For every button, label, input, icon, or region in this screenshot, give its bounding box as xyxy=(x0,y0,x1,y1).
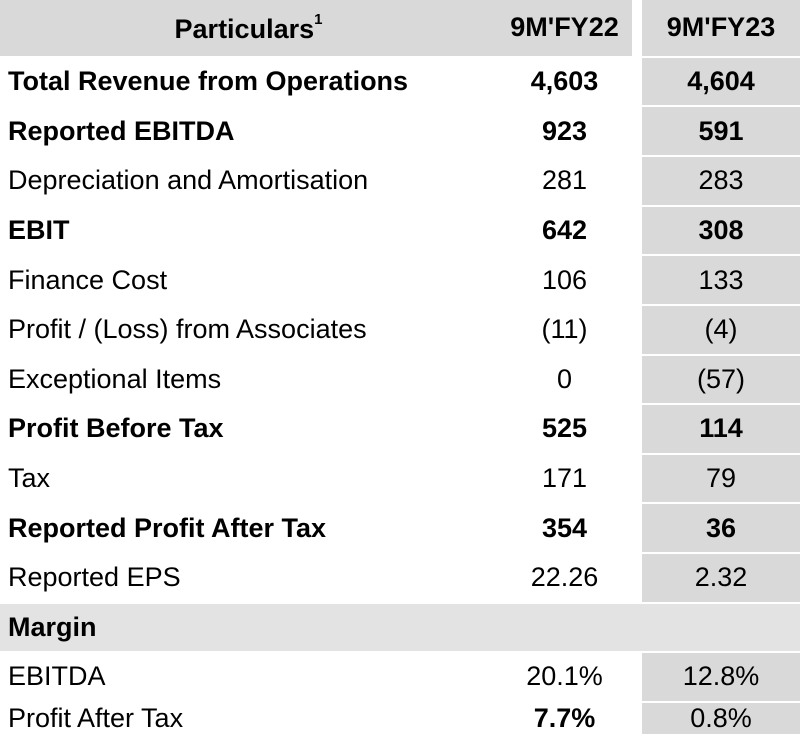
cell-9mfy22: 354 xyxy=(497,504,632,554)
cell-9mfy22: 281 xyxy=(497,157,632,207)
row-label: Tax xyxy=(0,455,497,505)
cell-9mfy22: 0 xyxy=(497,356,632,406)
cell-9mfy23: 36 xyxy=(632,504,800,554)
table-row: Tax 171 79 xyxy=(0,454,800,505)
cell-9mfy22: 923 xyxy=(497,107,632,158)
cell-9mfy23: 114 xyxy=(632,405,800,455)
row-label: Reported Profit After Tax xyxy=(0,504,497,554)
row-label: EBIT xyxy=(0,207,497,257)
cell-9mfy23: 133 xyxy=(632,256,800,306)
table-row: Profit After Tax 7.7% 0.8% xyxy=(0,702,800,736)
table-row: Depreciation and Amortisation 281 283 xyxy=(0,157,800,207)
table-row: EBITDA 20.1% 12.8% xyxy=(0,653,800,703)
table-row: Total Revenue from Operations 4,603 4,60… xyxy=(0,57,800,108)
header-9mfy23: 9M'FY23 xyxy=(632,0,800,58)
table-row: Reported EBITDA 923 591 xyxy=(0,107,800,158)
table-row: Profit / (Loss) from Associates (11) (4) xyxy=(0,305,800,356)
cell-9mfy22: 20.1% xyxy=(497,653,632,703)
table-row: Reported Profit After Tax 354 36 xyxy=(0,504,800,554)
margin-section-row: Margin xyxy=(0,603,800,654)
row-label: Profit Before Tax xyxy=(0,405,497,455)
row-label: Profit / (Loss) from Associates xyxy=(0,306,497,356)
row-label: Exceptional Items xyxy=(0,356,497,406)
cell-9mfy23: (4) xyxy=(632,305,800,356)
cell-9mfy23: (57) xyxy=(632,355,800,406)
row-label: EBITDA xyxy=(0,653,497,703)
header-particulars-superscript: 1 xyxy=(314,11,323,29)
cell-9mfy23: 591 xyxy=(632,107,800,158)
cell-9mfy22: 22.26 xyxy=(497,554,632,604)
header-particulars: Particulars1 xyxy=(0,0,497,58)
cell-9mfy22: 4,603 xyxy=(497,58,632,108)
row-label: Reported EPS xyxy=(0,554,497,604)
cell-9mfy23: 4,604 xyxy=(632,57,800,108)
header-9mfy22: 9M'FY22 xyxy=(497,0,632,58)
cell-9mfy22: 7.7% xyxy=(497,703,632,736)
row-label: Finance Cost xyxy=(0,256,497,306)
cell-9mfy23: 79 xyxy=(632,454,800,505)
row-label: Depreciation and Amortisation xyxy=(0,157,497,207)
row-label: Total Revenue from Operations xyxy=(0,58,497,108)
table-row: Profit Before Tax 525 114 xyxy=(0,405,800,455)
cell-9mfy23: 0.8% xyxy=(632,702,800,736)
table-row: EBIT 642 308 xyxy=(0,206,800,257)
cell-9mfy22: (11) xyxy=(497,306,632,356)
cell-9mfy23: 12.8% xyxy=(632,653,800,703)
cell-9mfy22: 106 xyxy=(497,256,632,306)
cell-9mfy23: 2.32 xyxy=(632,553,800,604)
cell-9mfy23: 308 xyxy=(632,206,800,257)
cell-9mfy22: 642 xyxy=(497,207,632,257)
table-header-row: Particulars1 9M'FY22 9M'FY23 xyxy=(0,0,800,58)
row-label: Profit After Tax xyxy=(0,703,497,736)
table-row: Exceptional Items 0 (57) xyxy=(0,355,800,406)
margin-section-label: Margin xyxy=(0,603,800,654)
table-row: Finance Cost 106 133 xyxy=(0,256,800,306)
row-label: Reported EBITDA xyxy=(0,107,497,158)
table-row: Reported EPS 22.26 2.32 xyxy=(0,553,800,604)
cell-9mfy22: 525 xyxy=(497,405,632,455)
cell-9mfy23: 283 xyxy=(632,157,800,207)
cell-9mfy22: 171 xyxy=(497,455,632,505)
